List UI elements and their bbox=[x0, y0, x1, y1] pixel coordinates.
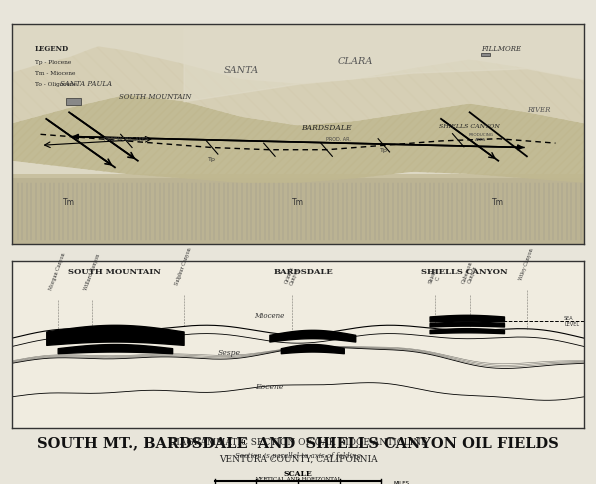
Text: SOUTH MT., BARDSDALE  AND  SHIELLS CANYON OIL FIELDS: SOUTH MT., BARDSDALE AND SHIELLS CANYON … bbox=[37, 437, 559, 451]
Text: Tm: Tm bbox=[63, 198, 75, 207]
Text: SHIELLS CANYON: SHIELLS CANYON bbox=[439, 124, 500, 129]
Text: Tm: Tm bbox=[292, 198, 304, 207]
Text: Tm - Miocene: Tm - Miocene bbox=[35, 71, 75, 76]
Text: Tm: Tm bbox=[492, 198, 504, 207]
Text: SCALE: SCALE bbox=[284, 470, 312, 478]
Text: SEA
LEVEL: SEA LEVEL bbox=[564, 316, 579, 327]
Text: BARDSDALE: BARDSDALE bbox=[302, 124, 352, 132]
Text: Gaberson
Canyon: Gaberson Canyon bbox=[461, 260, 479, 287]
Text: Tp - Plocene: Tp - Plocene bbox=[35, 60, 71, 65]
Text: VENTURA COUNTY, CALIFORNIA: VENTURA COUNTY, CALIFORNIA bbox=[219, 455, 377, 464]
Text: MILES: MILES bbox=[393, 481, 409, 484]
Text: Grimes
Canyon: Grimes Canyon bbox=[284, 265, 300, 287]
Text: LEGEND: LEGEND bbox=[35, 45, 69, 53]
Text: GEOLOGIC MAP OF OAK RIDGE ANTICLINE: GEOLOGIC MAP OF OAK RIDGE ANTICLINE bbox=[185, 262, 411, 271]
Text: Wiley Canyon: Wiley Canyon bbox=[519, 248, 535, 281]
Text: To - Oligocene: To - Oligocene bbox=[35, 82, 77, 87]
Text: SHIELLS CANYON: SHIELLS CANYON bbox=[421, 268, 507, 276]
Text: Tp: Tp bbox=[208, 157, 216, 162]
Text: Sulphur Canyon: Sulphur Canyon bbox=[175, 247, 193, 287]
Text: DIAGRAMMATIC SECTION OF OAK RIDGE ANTICLINE: DIAGRAMMATIC SECTION OF OAK RIDGE ANTICL… bbox=[169, 439, 427, 447]
Bar bbox=[481, 53, 490, 56]
Text: SANTA PAULA: SANTA PAULA bbox=[60, 80, 112, 88]
Text: RIVER: RIVER bbox=[527, 106, 550, 114]
Text: FILLMORE: FILLMORE bbox=[481, 45, 522, 53]
Text: PRODUCING
AREA: PRODUCING AREA bbox=[468, 133, 493, 142]
Text: Willard Canyon: Willard Canyon bbox=[83, 254, 101, 291]
Text: PROD. AR.: PROD. AR. bbox=[325, 137, 350, 142]
Text: Shiells
C.: Shiells C. bbox=[427, 267, 443, 287]
Polygon shape bbox=[12, 174, 584, 244]
Text: Sespe: Sespe bbox=[218, 349, 241, 357]
Text: Morgan Canyon: Morgan Canyon bbox=[48, 253, 67, 291]
Text: VERTICAL AND HORIZONTAL: VERTICAL AND HORIZONTAL bbox=[255, 477, 341, 482]
Text: Miocene: Miocene bbox=[254, 313, 284, 320]
Text: Tp: Tp bbox=[380, 148, 388, 153]
Text: Eocene: Eocene bbox=[255, 382, 284, 391]
Text: PRODUCING AREA: PRODUCING AREA bbox=[104, 137, 148, 142]
Text: SOUTH MOUNTAIN: SOUTH MOUNTAIN bbox=[69, 268, 162, 276]
Bar bbox=[66, 98, 80, 105]
Text: CLARA: CLARA bbox=[337, 57, 373, 66]
Text: SANTA: SANTA bbox=[224, 66, 258, 75]
Text: BARDSDALE: BARDSDALE bbox=[274, 268, 334, 276]
Text: SOUTH MOUNTAIN: SOUTH MOUNTAIN bbox=[119, 93, 191, 101]
Text: Section is parallel to axis of folding: Section is parallel to axis of folding bbox=[235, 452, 361, 460]
